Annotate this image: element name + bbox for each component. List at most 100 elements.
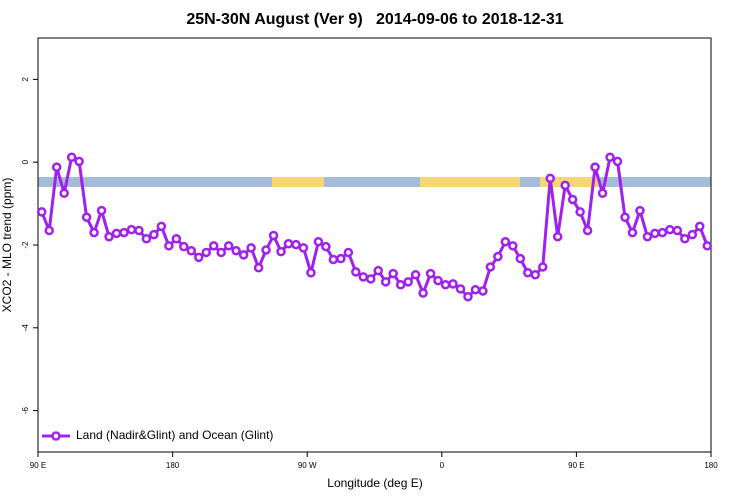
data-point	[627, 227, 638, 238]
data-point	[650, 228, 660, 239]
y-tick-label: -6	[21, 406, 30, 414]
land-band	[272, 177, 324, 187]
data-point	[96, 205, 107, 216]
data-point	[201, 247, 211, 258]
data-point	[687, 229, 698, 240]
data-point	[695, 221, 705, 232]
data-point	[395, 279, 406, 290]
data-point	[560, 180, 570, 191]
ocean-band	[38, 177, 711, 187]
y-tick-label: 0	[21, 159, 30, 164]
data-point	[223, 241, 234, 251]
y-tick-label: -4	[21, 324, 30, 332]
data-point	[44, 225, 54, 236]
data-point	[111, 228, 122, 239]
data-point	[186, 246, 197, 256]
data-point	[74, 156, 84, 167]
data-point	[552, 231, 563, 242]
data-point	[261, 245, 271, 255]
data-point	[388, 268, 398, 279]
data-point	[545, 173, 555, 184]
data-point	[515, 253, 526, 264]
data-point	[119, 227, 129, 238]
data-point	[126, 224, 137, 235]
x-tick-label: 180	[166, 461, 180, 470]
data-point	[104, 231, 114, 242]
data-point	[538, 262, 548, 272]
data-point	[51, 162, 62, 172]
land-ocean-strip	[38, 177, 711, 187]
data-point	[448, 279, 458, 289]
data-point	[530, 270, 541, 280]
data-point	[508, 241, 518, 251]
data-point	[283, 239, 294, 249]
x-tick-label: 90 E	[30, 461, 46, 470]
data-point	[597, 188, 608, 198]
data-point	[403, 277, 413, 287]
data-point	[306, 267, 316, 278]
land-band	[540, 177, 600, 187]
data-point	[366, 274, 376, 284]
data-point	[575, 207, 585, 217]
data-point	[433, 275, 443, 286]
data-point	[164, 241, 174, 251]
data-point	[313, 236, 324, 247]
data-point	[567, 194, 578, 205]
data-point	[418, 288, 428, 298]
x-tick-label: 90 E	[568, 461, 584, 470]
data-point	[672, 225, 683, 236]
data-point	[380, 277, 391, 287]
data-point	[66, 152, 77, 162]
data-point	[59, 188, 69, 198]
data-point	[231, 246, 241, 256]
data-point	[620, 212, 630, 223]
data-point	[680, 234, 690, 244]
data-point	[485, 262, 496, 272]
data-point	[500, 236, 511, 247]
data-point	[590, 162, 600, 172]
data-point	[194, 252, 204, 263]
data-point	[612, 156, 623, 167]
data-point	[208, 241, 219, 251]
data-point	[373, 265, 383, 276]
data-point	[523, 267, 533, 278]
legend-label: Land (Nadir&Glint) and Ocean (Glint)	[76, 428, 273, 442]
data-point	[179, 241, 189, 252]
legend-marker	[51, 431, 61, 441]
x-tick-label: 0	[440, 461, 445, 470]
data-point	[351, 267, 361, 277]
data-point	[358, 272, 369, 282]
data-point	[268, 230, 279, 241]
data-point	[425, 268, 436, 279]
data-point	[134, 225, 144, 236]
data-point	[343, 247, 354, 258]
data-point	[149, 229, 159, 240]
y-axis-label: XCO2 - MLO trend (ppm)	[0, 178, 14, 313]
data-point	[440, 279, 451, 290]
plot-frame	[37, 37, 712, 453]
chart-title: 25N-30N August (Ver 9) 2014-09-06 to 201…	[186, 11, 563, 28]
data-point	[478, 286, 488, 296]
data-point	[657, 227, 668, 238]
x-tick-label: 180	[704, 461, 718, 470]
data-point	[246, 243, 256, 253]
data-point	[328, 254, 339, 265]
data-point	[665, 224, 675, 235]
data-point	[410, 270, 421, 280]
data-point	[253, 263, 264, 273]
data-point	[81, 212, 92, 223]
data-point	[455, 284, 466, 294]
data-point	[635, 205, 645, 216]
data-point	[298, 243, 309, 253]
data-point	[582, 225, 593, 236]
data-point	[470, 284, 481, 295]
y-tick-label: 2	[21, 77, 30, 82]
data-point	[291, 239, 301, 250]
land-band	[420, 177, 520, 187]
data-point	[463, 292, 473, 302]
data-point	[493, 251, 503, 262]
data-point	[336, 253, 346, 264]
data-point	[321, 241, 331, 252]
data-point	[141, 234, 152, 244]
